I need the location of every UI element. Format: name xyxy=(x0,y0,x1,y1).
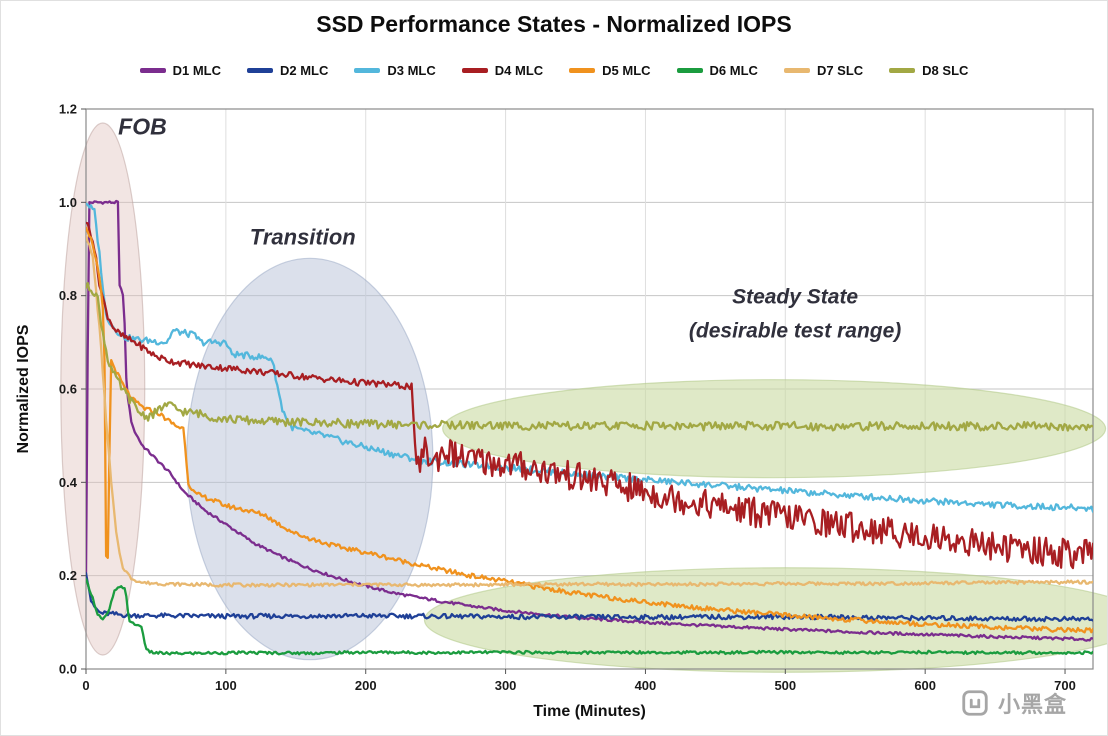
series-line-d2-mlc xyxy=(86,572,1093,623)
x-tick-label: 0 xyxy=(82,678,89,693)
x-tick-label: 300 xyxy=(495,678,517,693)
heybox-logo-icon xyxy=(962,690,988,716)
legend-label: D8 SLC xyxy=(922,63,969,78)
legend-item-d7-slc: D7 SLC xyxy=(783,63,864,78)
x-tick-label: 600 xyxy=(914,678,936,693)
chart-legend: D1 MLC D2 MLC D3 MLC D4 MLC D5 MLC D6 MLC D7 S… xyxy=(1,63,1107,78)
series-line-d1-mlc xyxy=(86,199,1093,642)
legend-item-d3-mlc: D3 MLC xyxy=(354,63,436,78)
y-tick-label: 0.0 xyxy=(59,662,77,677)
annotation-desirable-test-range: (desirable test range) xyxy=(689,320,901,343)
y-tick-label: 0.6 xyxy=(59,382,77,397)
watermark-text: 小黑盒 xyxy=(997,692,1067,717)
y-tick-label: 1.2 xyxy=(59,102,77,117)
x-tick-label: 400 xyxy=(635,678,657,693)
legend-swatch-d4-mlc xyxy=(461,68,488,73)
x-axis-title: Time (Minutes) xyxy=(533,703,646,720)
region-transition xyxy=(186,257,434,661)
annotation-fob: FOB xyxy=(118,114,167,140)
legend-item-d8-slc: D8 SLC xyxy=(889,63,968,78)
series-line-d4-mlc xyxy=(86,221,1093,570)
legend-item-d1-mlc: D1 MLC xyxy=(139,63,221,78)
state-regions xyxy=(60,122,1107,673)
y-tick-label: 0.8 xyxy=(59,288,77,303)
series-lines xyxy=(86,199,1093,656)
legend-item-d4-mlc: D4 MLC xyxy=(461,63,544,78)
series-line-d8-slc xyxy=(86,281,1093,432)
legend-swatch-d3-mlc xyxy=(354,68,381,73)
legend-swatch-d5-mlc xyxy=(569,68,596,73)
y-tick-label: 0.2 xyxy=(59,568,77,583)
legend-label: D7 SLC xyxy=(816,63,864,78)
watermark: 小黑盒 xyxy=(960,687,1067,719)
legend-swatch-d1-mlc xyxy=(139,68,166,73)
legend-label: D3 MLC xyxy=(387,63,436,78)
legend-swatch-d2-mlc xyxy=(246,68,273,73)
series-line-d5-mlc xyxy=(86,226,1093,634)
x-tick-label: 700 xyxy=(1054,678,1076,693)
y-tick-label: 1.0 xyxy=(59,195,77,210)
y-axis-title: Normalized IOPS xyxy=(15,324,32,453)
y-tick-label: 0.4 xyxy=(59,475,78,490)
region-fob xyxy=(60,122,146,656)
legend-label: D1 MLC xyxy=(172,63,221,78)
chart-title: SSD Performance States - Normalized IOPS xyxy=(316,11,792,37)
legend-swatch-d7-slc xyxy=(783,68,810,73)
legend-item-d2-mlc: D2 MLC xyxy=(246,63,329,78)
annotation-transition: Transition xyxy=(250,224,356,249)
legend-label: D5 MLC xyxy=(602,63,651,78)
annotation-steady-state: Steady State xyxy=(732,286,858,309)
legend-label: D2 MLC xyxy=(279,63,329,78)
legend-label: D4 MLC xyxy=(494,63,544,78)
x-tick-label: 100 xyxy=(215,678,237,693)
legend-swatch-d8-slc xyxy=(889,68,916,73)
legend-item-d5-mlc: D5 MLC xyxy=(569,63,651,78)
series-line-d7-slc xyxy=(86,235,1093,588)
series-line-d6-mlc xyxy=(86,577,1093,656)
legend-swatch-d6-mlc xyxy=(676,68,703,73)
x-tick-label: 200 xyxy=(355,678,377,693)
legend-label: D6 MLC xyxy=(709,63,758,78)
legend-item-d6-mlc: D6 MLC xyxy=(676,63,758,78)
x-tick-label: 500 xyxy=(774,678,796,693)
